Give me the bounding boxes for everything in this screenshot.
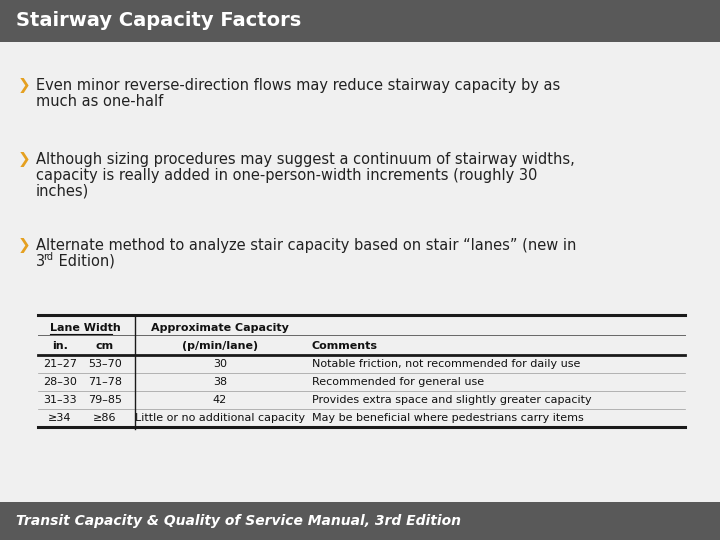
Text: Notable friction, not recommended for daily use: Notable friction, not recommended for da… [312, 359, 580, 369]
Text: much as one-half: much as one-half [36, 94, 163, 109]
Text: Edition): Edition) [54, 254, 115, 269]
Text: Approximate Capacity: Approximate Capacity [151, 323, 289, 333]
Text: Comments: Comments [312, 341, 378, 351]
Text: 79–85: 79–85 [88, 395, 122, 405]
Text: Little or no additional capacity: Little or no additional capacity [135, 413, 305, 423]
Bar [0, 0, 720, 42]
Text: 38: 38 [213, 377, 227, 387]
Text: ≥34: ≥34 [48, 413, 72, 423]
Text: May be beneficial where pedestrians carry items: May be beneficial where pedestrians carr… [312, 413, 584, 423]
Text: (p/min/lane): (p/min/lane) [182, 341, 258, 351]
Text: rd: rd [43, 252, 53, 262]
Text: 30: 30 [213, 359, 227, 369]
Text: Even minor reverse-direction flows may reduce stairway capacity by as: Even minor reverse-direction flows may r… [36, 78, 560, 93]
Text: ❯: ❯ [18, 78, 31, 93]
Text: 3: 3 [36, 254, 45, 269]
Text: Provides extra space and slightly greater capacity: Provides extra space and slightly greate… [312, 395, 592, 405]
Text: Transit Capacity & Quality of Service Manual, 3rd Edition: Transit Capacity & Quality of Service Ma… [16, 514, 461, 528]
Text: 31–33: 31–33 [43, 395, 77, 405]
Text: cm: cm [96, 341, 114, 351]
Text: inches): inches) [36, 184, 89, 199]
Text: Recommended for general use: Recommended for general use [312, 377, 484, 387]
Text: capacity is really added in one-person-width increments (roughly 30: capacity is really added in one-person-w… [36, 168, 537, 183]
Text: ❯: ❯ [18, 152, 31, 167]
Text: Lane Width: Lane Width [50, 323, 121, 333]
Text: 21–27: 21–27 [43, 359, 77, 369]
Text: 71–78: 71–78 [88, 377, 122, 387]
Text: Stairway Capacity Factors: Stairway Capacity Factors [16, 11, 301, 30]
Text: ≥86: ≥86 [94, 413, 117, 423]
Text: in.: in. [52, 341, 68, 351]
Text: Although sizing procedures may suggest a continuum of stairway widths,: Although sizing procedures may suggest a… [36, 152, 575, 167]
Text: 42: 42 [213, 395, 227, 405]
Text: ❯: ❯ [18, 238, 31, 253]
Text: 28–30: 28–30 [43, 377, 77, 387]
Text: Alternate method to analyze stair capacity based on stair “lanes” (new in: Alternate method to analyze stair capaci… [36, 238, 577, 253]
Text: 53–70: 53–70 [88, 359, 122, 369]
Bar [0, 502, 720, 540]
